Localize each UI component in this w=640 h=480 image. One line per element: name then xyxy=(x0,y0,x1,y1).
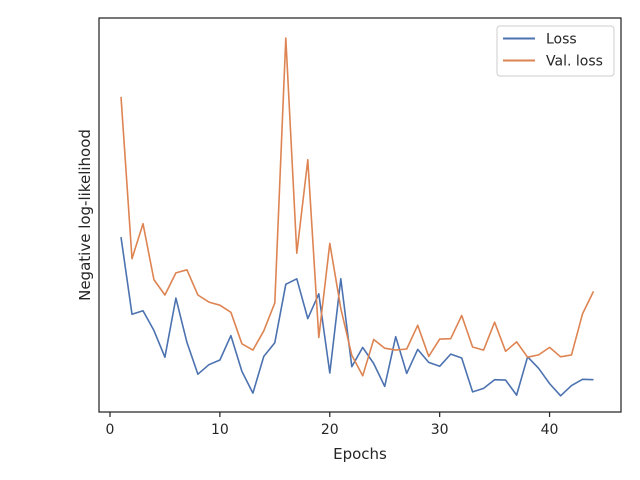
x-tick-label: 40 xyxy=(541,422,559,438)
legend-label-loss: Loss xyxy=(546,32,577,48)
series-lines xyxy=(120,37,595,397)
x-tick-label: 10 xyxy=(211,422,229,438)
legend-label-val-loss: Val. loss xyxy=(546,54,603,70)
plot-frame xyxy=(98,17,622,413)
x-tick-label: 0 xyxy=(106,422,115,438)
x-axis-label: Epochs xyxy=(333,445,387,463)
x-axis-ticks: 0 10 20 30 40 xyxy=(106,412,559,438)
x-tick-label: 20 xyxy=(321,422,339,438)
x-tick-label: 30 xyxy=(431,422,449,438)
y-axis-label: Negative log-likelihood xyxy=(76,129,94,301)
series-line-loss xyxy=(120,236,594,397)
series-line-val-loss xyxy=(120,37,595,377)
plot-area xyxy=(99,18,621,412)
legend: Loss Val. loss xyxy=(496,25,615,77)
